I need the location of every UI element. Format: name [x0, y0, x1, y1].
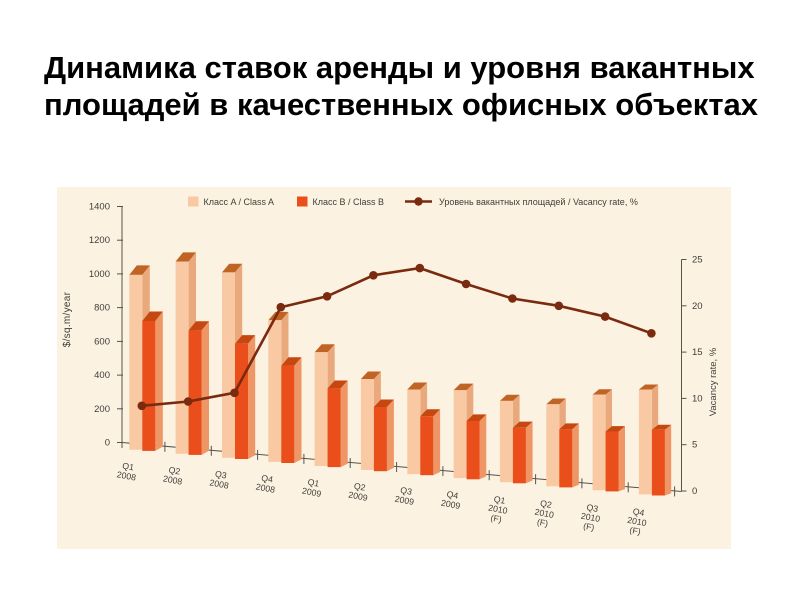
svg-text:Класс A / Class A: Класс A / Class A — [204, 197, 275, 207]
svg-text:2008: 2008 — [116, 469, 137, 482]
svg-text:Q2: Q2 — [539, 498, 552, 510]
svg-text:15: 15 — [692, 347, 703, 358]
svg-text:(F): (F) — [490, 513, 503, 525]
svg-text:Q1: Q1 — [122, 461, 135, 473]
svg-text:2010: 2010 — [534, 507, 555, 520]
svg-text:Q3: Q3 — [586, 502, 599, 514]
svg-text:1400: 1400 — [89, 202, 110, 213]
svg-text:0: 0 — [105, 438, 110, 449]
svg-text:400: 400 — [94, 370, 110, 381]
svg-text:2010: 2010 — [626, 515, 647, 528]
svg-text:2008: 2008 — [255, 481, 276, 494]
svg-text:2008: 2008 — [209, 477, 230, 490]
svg-text:(F): (F) — [629, 525, 642, 537]
svg-text:2009: 2009 — [440, 498, 461, 511]
svg-text:Q1: Q1 — [307, 477, 320, 489]
svg-text:Q4: Q4 — [632, 506, 645, 518]
svg-text:2009: 2009 — [348, 490, 369, 503]
svg-text:Уровень вакантных площадей / V: Уровень вакантных площадей / Vacancy rat… — [439, 197, 638, 207]
svg-text:0: 0 — [692, 486, 697, 497]
svg-text:2010: 2010 — [580, 511, 601, 524]
svg-text:600: 600 — [94, 336, 110, 347]
svg-text:10: 10 — [692, 393, 703, 404]
svg-text:2009: 2009 — [394, 494, 415, 507]
svg-text:Q2: Q2 — [168, 465, 181, 477]
svg-text:20: 20 — [692, 301, 703, 312]
svg-text:200: 200 — [94, 404, 110, 415]
svg-text:5: 5 — [692, 440, 697, 451]
svg-text:(F): (F) — [583, 521, 596, 533]
svg-text:Q4: Q4 — [261, 473, 274, 485]
svg-text:2008: 2008 — [162, 473, 183, 486]
svg-text:$/sq.m/year: $/sq.m/year — [62, 291, 73, 347]
svg-text:1000: 1000 — [89, 269, 110, 280]
svg-text:1200: 1200 — [89, 235, 110, 246]
svg-text:Класс B / Class B: Класс B / Class B — [313, 197, 385, 207]
svg-text:800: 800 — [94, 303, 110, 314]
svg-text:Q3: Q3 — [400, 485, 413, 497]
svg-text:Q3: Q3 — [214, 469, 227, 481]
svg-text:Vacancy rate, %: Vacancy rate, % — [708, 347, 719, 416]
svg-text:Q4: Q4 — [446, 489, 459, 501]
svg-text:(F): (F) — [536, 517, 549, 529]
svg-text:2010: 2010 — [487, 503, 508, 516]
svg-text:2009: 2009 — [301, 486, 322, 499]
svg-text:Q2: Q2 — [353, 481, 366, 493]
svg-text:25: 25 — [692, 255, 703, 266]
svg-text:Q1: Q1 — [493, 494, 506, 506]
